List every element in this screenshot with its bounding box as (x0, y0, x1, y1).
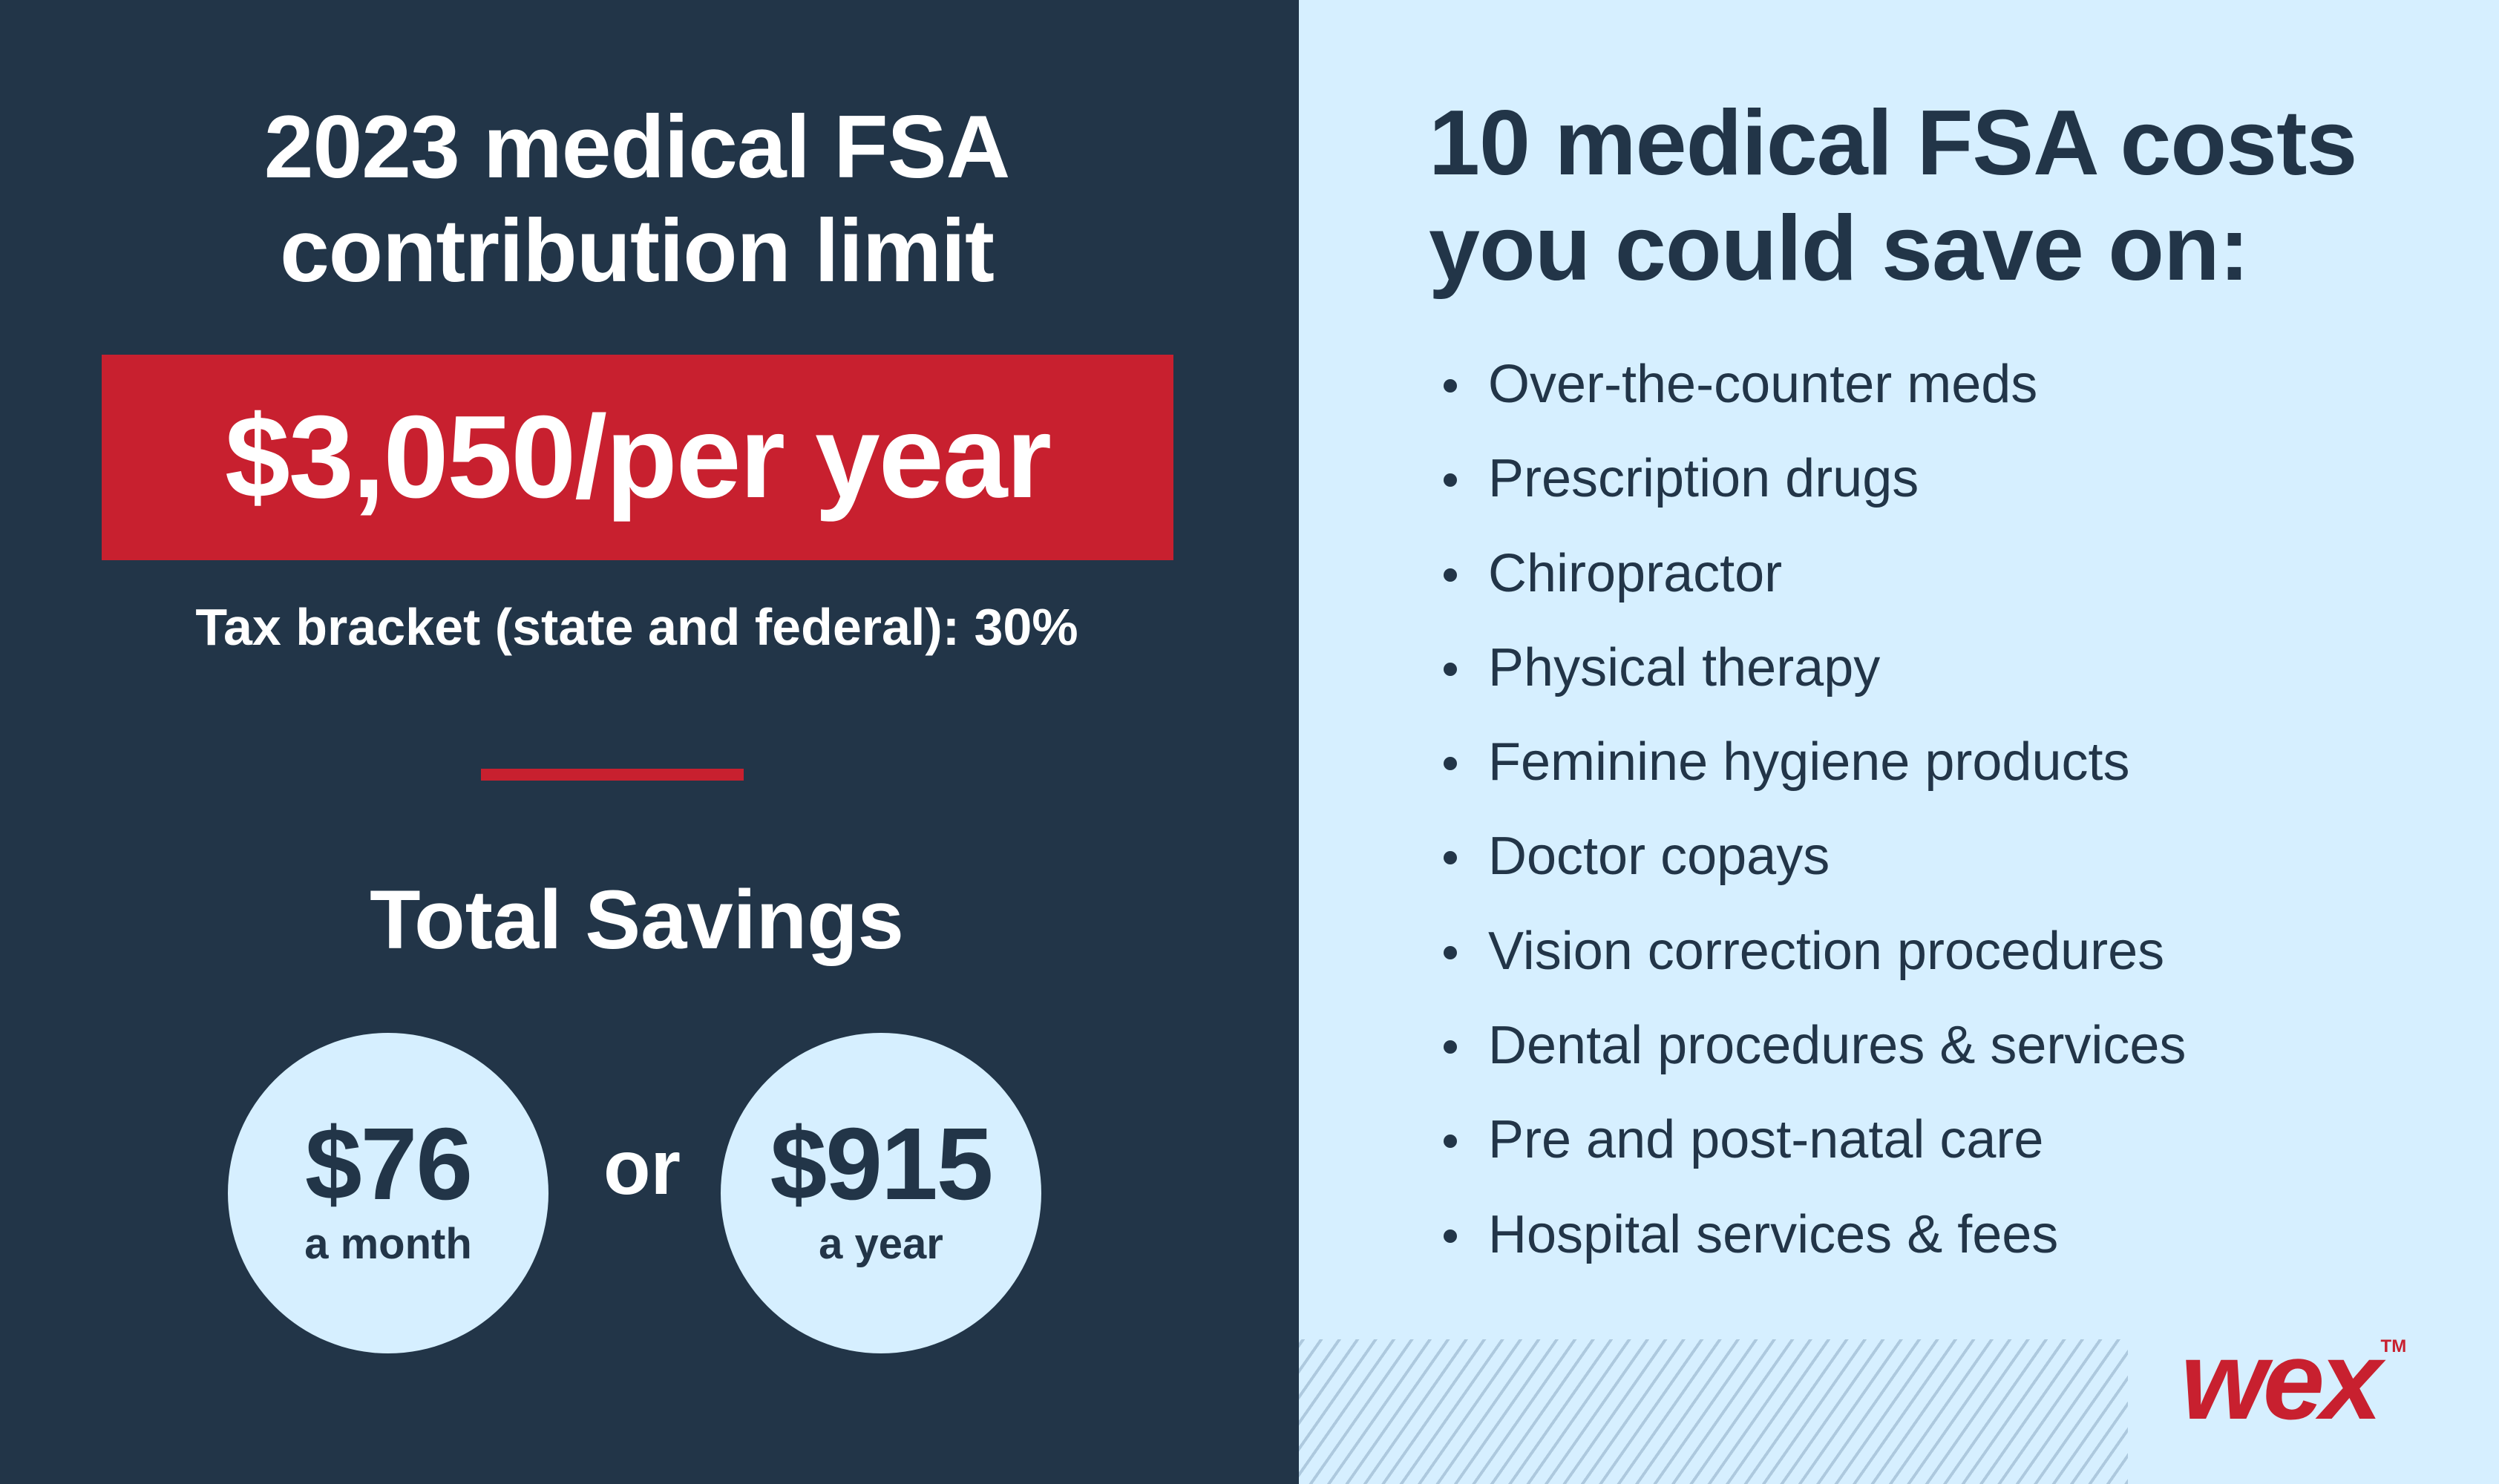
monthly-savings-circle: $76 a month (228, 1033, 548, 1353)
list-item-text: Chiropractor (1488, 543, 1783, 603)
list-item-text: Doctor copays (1488, 827, 1830, 887)
list-item-text: Feminine hygiene products (1488, 732, 2130, 792)
contribution-limit-amount: $3,050/per year (224, 392, 1052, 522)
contribution-limit-banner: $3,050/per year (102, 355, 1173, 560)
contribution-limit-title: 2023 medical FSA contribution limit (0, 95, 1274, 303)
costs-title-line-1: 10 medical FSA costs (1429, 92, 2357, 194)
fsa-costs-list: Over-the-counter meds Prescription drugs… (1444, 355, 2186, 1299)
tax-bracket-note: Tax bracket (state and federal): 30% (195, 598, 1078, 656)
list-item: Hospital services & fees (1444, 1205, 2186, 1299)
right-panel: wex TM (1299, 0, 2499, 1484)
list-item: Over-the-counter meds (1444, 355, 2186, 449)
section-divider (481, 769, 744, 781)
list-item: Dental procedures & services (1444, 1016, 2186, 1110)
yearly-savings-label: a year (819, 1220, 943, 1268)
list-item-text: Hospital services & fees (1488, 1204, 2059, 1264)
logo-text: wex (2181, 1318, 2382, 1442)
bullet-icon (1444, 945, 1457, 959)
bullet-icon (1444, 757, 1457, 771)
yearly-savings-circle: $915 a year (721, 1033, 1041, 1353)
list-item-text: Physical therapy (1488, 637, 1881, 697)
bullet-icon (1444, 568, 1457, 582)
list-item-text: Vision correction procedures (1488, 921, 2165, 981)
trademark-mark: TM (2380, 1336, 2407, 1356)
costs-title-line-2: you could save on: (1429, 197, 2250, 300)
left-panel: 2023 medical FSA contribution limit $3,0… (0, 0, 1299, 1484)
list-item: Feminine hygiene products (1444, 732, 2186, 827)
list-item: Pre and post-natal care (1444, 1110, 2186, 1204)
hatch-pattern-decoration (1299, 1339, 2128, 1484)
wex-logo: wex TM (2181, 1324, 2407, 1436)
bullet-icon (1444, 1040, 1457, 1054)
list-item-text: Prescription drugs (1488, 449, 1919, 509)
bullet-icon (1444, 851, 1457, 865)
bullet-icon (1444, 473, 1457, 487)
bullet-icon (1444, 662, 1457, 676)
list-item-text: Over-the-counter meds (1488, 355, 2038, 414)
bullet-icon (1444, 1229, 1457, 1243)
bullet-icon (1444, 379, 1457, 393)
bullet-icon (1444, 1135, 1457, 1149)
list-item: Doctor copays (1444, 827, 2186, 921)
list-item: Chiropractor (1444, 544, 2186, 638)
list-item: Vision correction procedures (1444, 922, 2186, 1016)
yearly-savings-amount: $915 (770, 1107, 994, 1221)
title-line-1: 2023 medical FSA (263, 97, 1011, 197)
or-connector: or (603, 1125, 681, 1211)
title-line-2: contribution limit (280, 201, 995, 301)
list-item-text: Dental procedures & services (1488, 1016, 2187, 1076)
fsa-costs-title: 10 medical FSA costs you could save on: (1429, 91, 2357, 301)
list-item: Physical therapy (1444, 638, 2186, 732)
total-savings-heading: Total Savings (370, 873, 904, 966)
list-item-text: Pre and post-natal care (1488, 1110, 2044, 1170)
monthly-savings-label: a month (304, 1220, 472, 1268)
monthly-savings-amount: $76 (304, 1107, 473, 1221)
list-item: Prescription drugs (1444, 449, 2186, 543)
